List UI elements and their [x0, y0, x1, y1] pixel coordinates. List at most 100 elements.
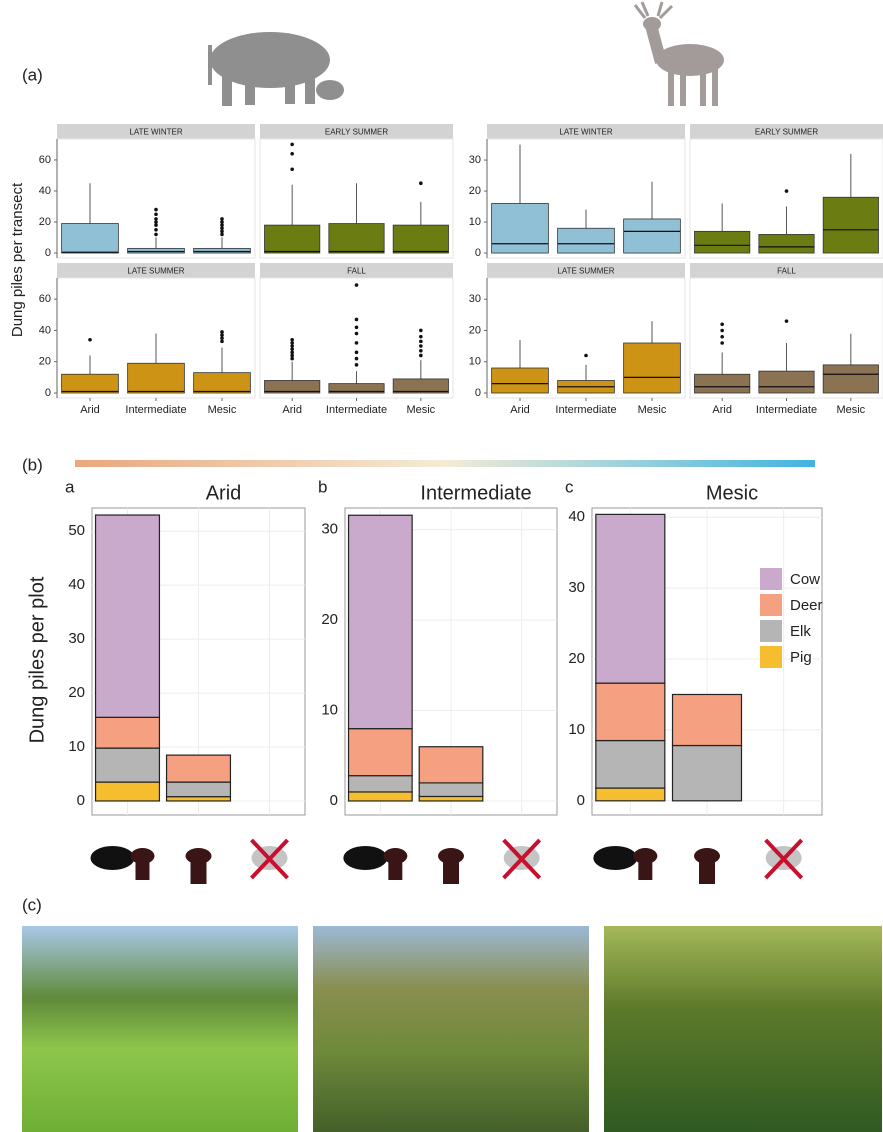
red-cross [502, 838, 542, 880]
y-tick-label: 20 [568, 650, 585, 667]
cow-icon [343, 846, 388, 870]
outlier [419, 344, 423, 348]
deer-icon [633, 848, 658, 864]
outlier [220, 333, 224, 337]
bar-segment [595, 513, 666, 684]
box [491, 203, 549, 254]
y-tick-label: 0 [330, 792, 338, 809]
outlier [720, 322, 724, 327]
animal-icon [343, 846, 408, 880]
y-tick-label: 30 [568, 579, 585, 596]
box [623, 342, 681, 394]
bar-segment [347, 775, 413, 793]
legend-label: Pig [790, 649, 812, 666]
y-axis-label: Dung piles per transect [9, 182, 26, 337]
panel-letter: b [318, 477, 327, 496]
bar-segment [347, 728, 413, 777]
outlier [354, 283, 359, 287]
bar-segment [347, 791, 413, 802]
legend-swatch [760, 568, 782, 590]
panel-title: Intermediate [420, 482, 531, 504]
strip [690, 263, 883, 278]
y-tick-label: 50 [68, 522, 85, 539]
outlier [220, 336, 224, 341]
deer-legs [135, 862, 150, 880]
outlier [419, 348, 423, 353]
y-tick-label: 40 [39, 185, 51, 197]
box [822, 196, 879, 254]
facet-title: FALL [777, 267, 796, 276]
strip [487, 263, 685, 278]
outlier [419, 334, 423, 339]
legend-label: Cow [790, 571, 820, 588]
y-tick-label: 0 [77, 792, 85, 809]
y-tick-label: 0 [45, 387, 51, 399]
deer-legs [443, 862, 459, 884]
box [193, 247, 251, 254]
deer-icon [694, 848, 720, 864]
animal-icon [438, 848, 464, 884]
y-tick-label: 30 [321, 521, 338, 538]
box [822, 364, 879, 394]
animal-icon [250, 838, 289, 880]
box [328, 223, 385, 254]
outlier [419, 328, 423, 333]
facet-title: LATE WINTER [559, 128, 612, 137]
outlier [354, 325, 359, 330]
bar-segment [595, 739, 666, 789]
y-tick-label: 10 [68, 738, 85, 755]
outlier [154, 223, 158, 227]
box [193, 372, 251, 394]
outlier [154, 207, 158, 212]
bar-segment [94, 514, 161, 718]
y-tick-label: 0 [475, 247, 481, 259]
legend-swatch [760, 646, 782, 668]
outlier [154, 217, 158, 221]
box [392, 378, 449, 394]
outlier [220, 229, 224, 234]
outlier [154, 220, 158, 224]
y-tick-label: 40 [68, 576, 85, 593]
outlier [154, 227, 158, 232]
deer-icon [130, 848, 155, 864]
deer-legs [190, 862, 207, 884]
red-cross [764, 838, 804, 880]
bar-segment [94, 781, 161, 802]
outlier [290, 341, 294, 345]
y-tick-label: 40 [568, 508, 585, 525]
box [557, 227, 615, 254]
outlier [220, 330, 224, 334]
box [694, 373, 751, 394]
y-tick-label: 10 [321, 702, 338, 719]
bar-segment [671, 693, 743, 747]
panel-letter: c [565, 477, 574, 496]
outlier [720, 334, 724, 339]
animal-icon [764, 838, 804, 880]
outlier [419, 353, 423, 358]
red-cross [250, 838, 289, 880]
facet-title: EARLY SUMMER [755, 128, 818, 137]
y-tick-label: 30 [68, 630, 85, 647]
outlier [784, 319, 789, 323]
moisture-gradient [75, 460, 815, 467]
strip [57, 124, 255, 139]
y-tick-label: 60 [39, 154, 51, 166]
outlier [419, 181, 423, 186]
outlier [354, 341, 359, 345]
deer-legs [638, 862, 653, 880]
outlier [88, 337, 92, 342]
outlier [290, 337, 294, 342]
legend-swatch [760, 594, 782, 616]
cow-icon [90, 846, 135, 870]
facet-title: LATE SUMMER [127, 267, 184, 276]
x-tick-label: Mesic [836, 404, 865, 416]
strip [487, 124, 685, 139]
x-tick-label: Arid [510, 404, 530, 416]
box [328, 383, 385, 394]
y-tick-label: 20 [39, 356, 51, 368]
animal-icon [502, 838, 542, 880]
y-tick-label: 10 [568, 721, 585, 738]
animal-icon [185, 848, 212, 884]
y-tick-label: 20 [469, 185, 481, 197]
x-tick-label: Arid [712, 404, 732, 416]
